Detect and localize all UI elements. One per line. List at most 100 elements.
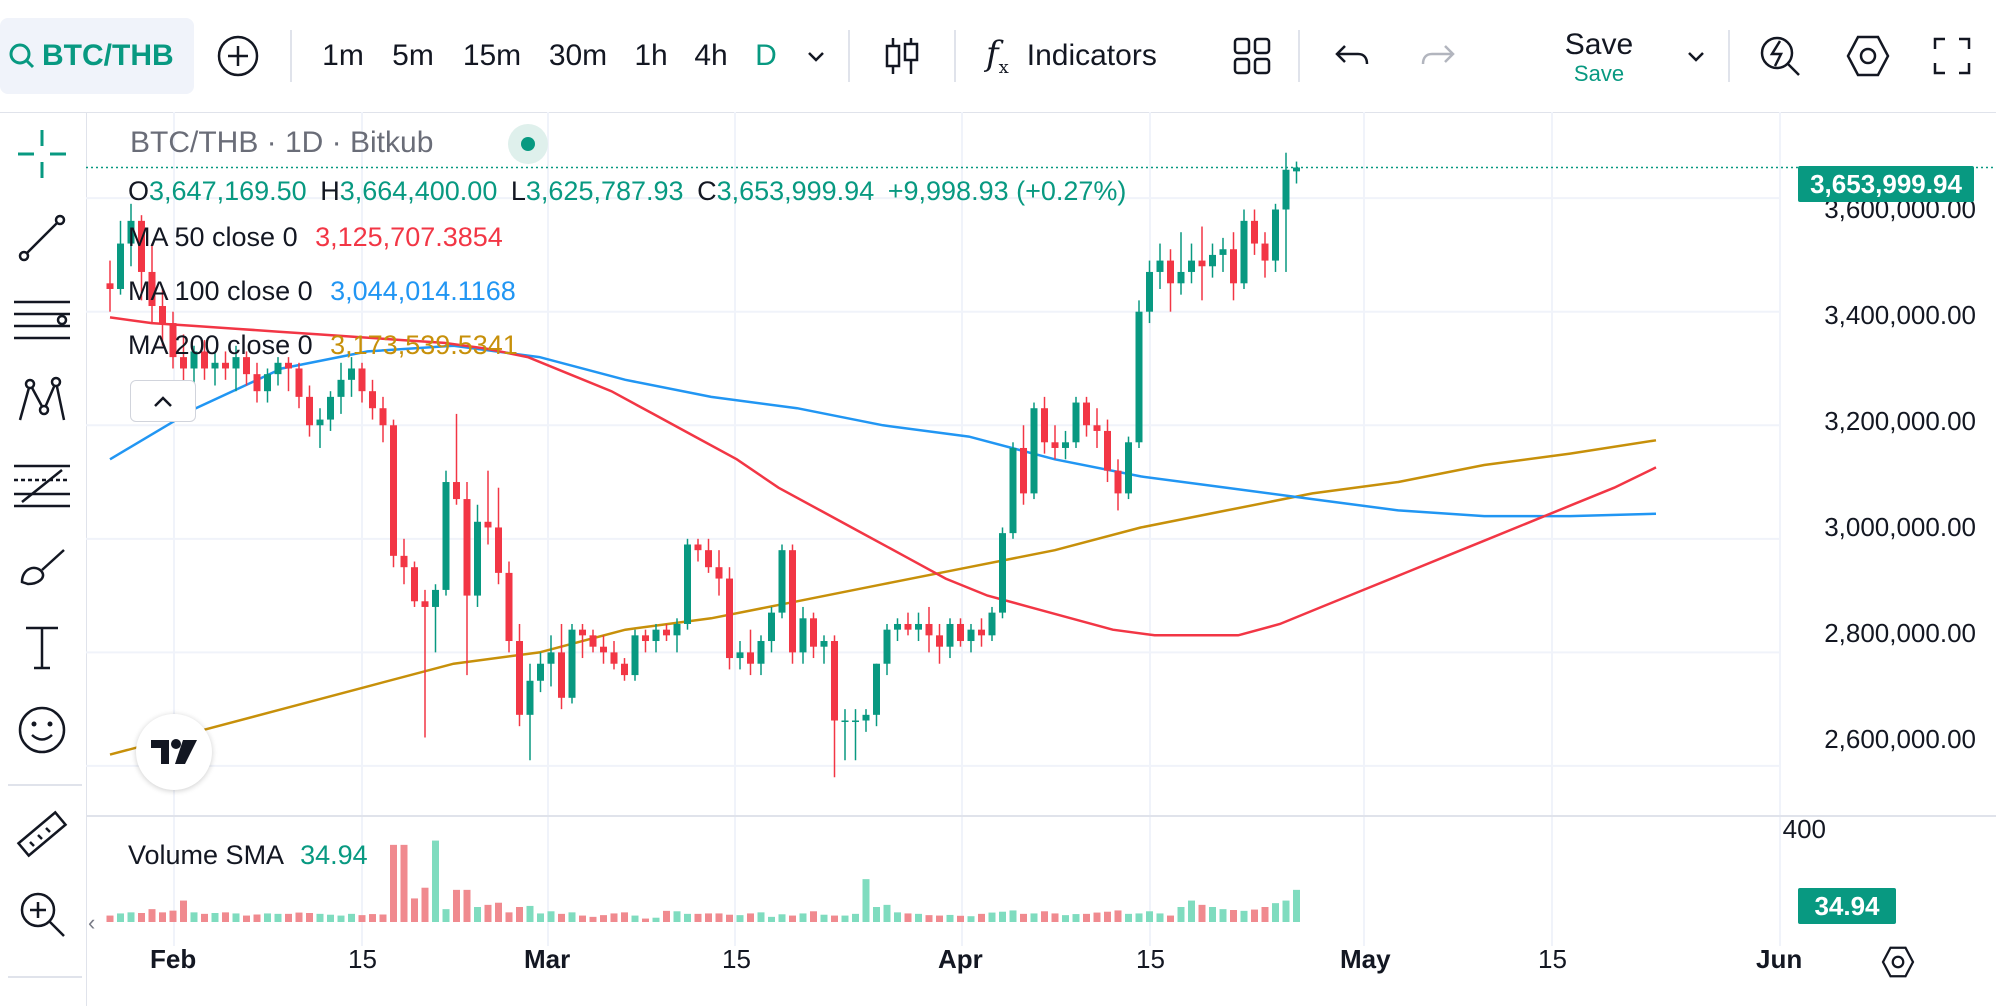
- ma50-value: 3,125,707.3854: [315, 222, 503, 252]
- candle-body: [495, 527, 502, 573]
- redo-icon: [1421, 45, 1455, 65]
- volume-bar: [1167, 915, 1174, 922]
- collapse-legend-button[interactable]: [130, 380, 196, 422]
- interval-5m[interactable]: 5m: [392, 39, 434, 72]
- collapse-toolbar-arrow[interactable]: ‹: [88, 910, 96, 935]
- pattern-tool[interactable]: [10, 370, 74, 434]
- volume-legend[interactable]: Volume SMA 34.94: [128, 840, 368, 871]
- time-axis[interactable]: Feb 15 Mar 15 Apr 15 May 15 Jun: [86, 944, 1996, 984]
- interval-dropdown-button[interactable]: [796, 36, 836, 76]
- interval-15m[interactable]: 15m: [462, 39, 522, 72]
- zoom-in-tool[interactable]: [10, 882, 74, 946]
- emoji-tool[interactable]: [10, 698, 74, 762]
- volume-bar: [1272, 903, 1279, 922]
- candle-body: [736, 652, 744, 659]
- smile-icon: [18, 706, 66, 754]
- candle-body: [1093, 425, 1101, 431]
- plus-circle-icon: [217, 35, 259, 77]
- ruler-tool[interactable]: [10, 802, 74, 866]
- volume-bar: [169, 910, 177, 922]
- interval-30m[interactable]: 30m: [548, 39, 608, 72]
- candle-body: [1114, 470, 1122, 494]
- undo-button[interactable]: [1326, 30, 1378, 82]
- volume-tick-label: 400: [1782, 814, 1826, 844]
- fullscreen-icon: [1933, 37, 1971, 75]
- brush-icon: [20, 549, 65, 586]
- compare-symbol-button[interactable]: [212, 30, 264, 82]
- horizontal-lines-tool[interactable]: [10, 288, 74, 352]
- ma100-legend[interactable]: MA 100 close 0 3,044,014.1168: [128, 276, 516, 307]
- volume-bar: [936, 915, 943, 922]
- open-value: 3,647,169.50: [149, 176, 307, 206]
- volume-bar: [915, 913, 922, 922]
- interval-1h[interactable]: 1h: [634, 39, 668, 72]
- time-label: 15: [1538, 944, 1567, 974]
- volume-bar: [264, 913, 271, 922]
- volume-bar: [1104, 911, 1111, 922]
- redo-button[interactable]: [1412, 30, 1464, 82]
- interval-d-active[interactable]: D: [755, 39, 777, 72]
- symbol-search-button[interactable]: BTC/THB: [0, 18, 194, 94]
- volume-bar: [726, 914, 733, 922]
- volume-bar: [327, 914, 334, 922]
- text-tool[interactable]: [10, 616, 74, 680]
- candle-body: [799, 618, 807, 653]
- save-button[interactable]: Save Save: [1540, 22, 1658, 92]
- candle-body: [1072, 402, 1080, 443]
- gear-icon: [1846, 35, 1890, 77]
- trend-line-tool[interactable]: [10, 206, 74, 270]
- divider: [954, 30, 956, 82]
- layout-button[interactable]: [1226, 30, 1278, 82]
- ruler-icon: [16, 810, 68, 858]
- volume-bar: [1230, 910, 1237, 922]
- save-dropdown-button[interactable]: [1676, 36, 1716, 76]
- volume-bar: [138, 913, 145, 922]
- candle-body: [1272, 209, 1279, 261]
- candle-body: [642, 635, 649, 642]
- candle-body: [747, 652, 754, 664]
- time-label: Feb: [150, 944, 197, 974]
- chart-type-button[interactable]: [874, 30, 930, 82]
- price-tick-label: 3,200,000.00: [1824, 406, 1976, 436]
- brush-tool[interactable]: [10, 534, 74, 598]
- ma50-legend[interactable]: MA 50 close 0 3,125,707.3854: [128, 222, 503, 253]
- candle-body: [946, 623, 954, 647]
- volume-bar: [568, 912, 576, 922]
- candle-body: [768, 612, 775, 642]
- tradingview-logo[interactable]: [136, 714, 212, 790]
- settings-button[interactable]: [1840, 28, 1896, 84]
- indicators-button[interactable]: fx Indicators: [986, 28, 1186, 84]
- volume-bar: [957, 915, 964, 922]
- text-icon: [26, 626, 58, 670]
- candle-body: [379, 408, 387, 426]
- axis-settings-button[interactable]: [1876, 940, 1920, 984]
- volume-bar: [274, 913, 282, 922]
- candle-body: [369, 391, 376, 409]
- volume-bar: [1030, 913, 1038, 922]
- market-open-dot: [521, 137, 535, 151]
- candle-body: [1083, 402, 1090, 426]
- candle-body: [390, 425, 397, 556]
- fullscreen-button[interactable]: [1926, 30, 1978, 82]
- market-status-indicator[interactable]: [508, 124, 548, 164]
- interval-4h[interactable]: 4h: [694, 39, 728, 72]
- volume-bar: [379, 914, 387, 922]
- candle-body: [1041, 408, 1048, 443]
- interval-1m[interactable]: 1m: [322, 39, 364, 72]
- candle-body: [453, 482, 460, 500]
- volume-bar: [789, 915, 796, 922]
- volume-bar: [978, 913, 985, 922]
- fib-tool[interactable]: [10, 452, 74, 516]
- quick-search-button[interactable]: [1752, 28, 1808, 84]
- candle-body: [264, 374, 271, 392]
- candle-body: [432, 589, 439, 607]
- crosshair-tool[interactable]: [10, 122, 74, 186]
- time-label: May: [1340, 944, 1391, 974]
- candle-body: [852, 720, 859, 723]
- top-toolbar: BTC/THB 1m 5m 15m 30m 1h 4h D fx Indicat…: [0, 0, 1996, 113]
- ma200-legend[interactable]: MA 200 close 0 3,173,539.5341: [128, 330, 518, 361]
- volume-bar: [925, 915, 933, 922]
- last-price-tag[interactable]: 3,653,999.94: [1798, 166, 1974, 202]
- last-volume-tag[interactable]: 34.94: [1798, 888, 1896, 924]
